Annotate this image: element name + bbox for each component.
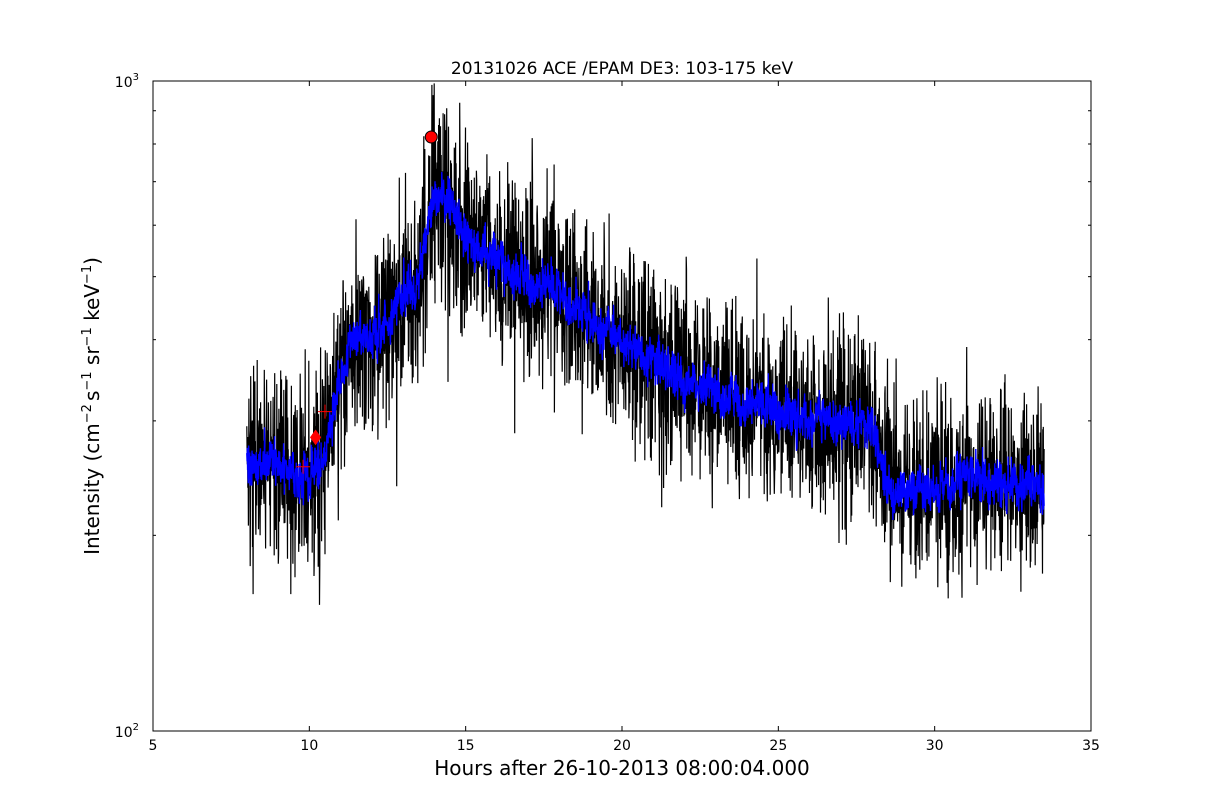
peak-marker bbox=[424, 130, 438, 144]
y-tick-base: 10 bbox=[115, 725, 133, 741]
x-tick-label: 35 bbox=[1082, 738, 1100, 754]
y-label-s: s bbox=[80, 391, 104, 401]
y-tick-base: 10 bbox=[115, 75, 133, 91]
y-label-exp2: −1 bbox=[80, 371, 95, 390]
x-tick-label: 30 bbox=[926, 738, 944, 754]
y-label-exp3: −1 bbox=[80, 327, 95, 346]
y-label-kev: keV bbox=[80, 284, 104, 328]
smoothed-intensity-line bbox=[246, 171, 1045, 521]
data-layer bbox=[246, 83, 1045, 605]
y-label-exp4: −1 bbox=[80, 265, 95, 284]
y-axis-label: Intensity (cm−2s−1 sr−1 keV−1) bbox=[80, 257, 104, 555]
onset-marker bbox=[309, 429, 322, 446]
x-tick-label: 25 bbox=[769, 738, 787, 754]
y-label-suffix: ) bbox=[80, 257, 104, 265]
y-tick-exponent: 2 bbox=[133, 722, 139, 733]
x-axis-label: Hours after 26-10-2013 08:00:04.000 bbox=[434, 756, 810, 780]
x-tick-label: 5 bbox=[149, 738, 158, 754]
y-tick-label: 103 bbox=[115, 72, 139, 91]
x-tick-label: 20 bbox=[613, 738, 631, 754]
y-tick-exponent: 3 bbox=[133, 72, 139, 83]
y-tick-label: 102 bbox=[115, 722, 139, 741]
marker-layer bbox=[296, 130, 438, 474]
y-label-exp1: −2 bbox=[80, 404, 95, 423]
y-label-sr: sr bbox=[80, 346, 104, 372]
x-tick-label: 10 bbox=[300, 738, 318, 754]
x-tick-label: 15 bbox=[457, 738, 475, 754]
y-label-prefix: Intensity (cm bbox=[80, 423, 104, 555]
chart-title: 20131026 ACE /EPAM DE3: 103-175 keV bbox=[451, 59, 794, 79]
